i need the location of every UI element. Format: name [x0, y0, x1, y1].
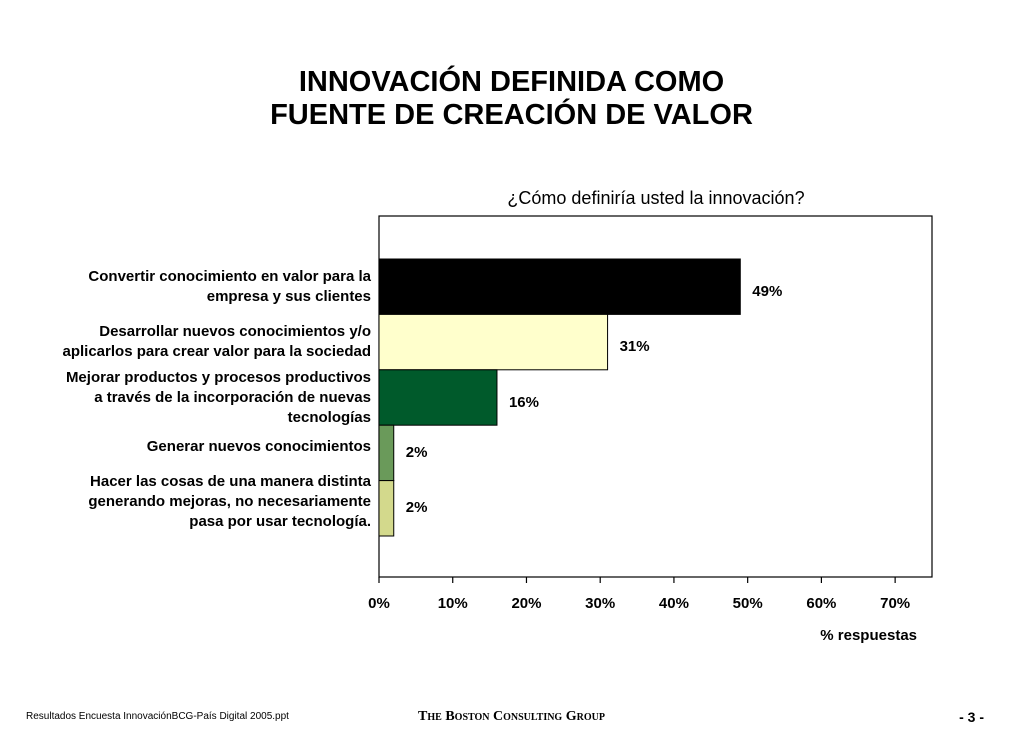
x-tick-label: 60%: [806, 595, 837, 612]
x-tick-label: 20%: [511, 595, 542, 612]
value-label: 16%: [508, 393, 539, 411]
category-label: Desarrollar nuevos conocimientos y/o apl…: [62, 323, 372, 361]
chart-subtitle: ¿Cómo definiría usted la innovación?: [507, 188, 805, 208]
chart-title: INNOVACIÓN DEFINIDA COMO FUENTE DE CREAC…: [270, 66, 753, 131]
value-label: 2%: [405, 443, 428, 461]
category-label: Hacer las cosas de una manera distinta g…: [88, 473, 371, 531]
value-label: 31%: [619, 338, 650, 356]
x-tick-label: 50%: [732, 595, 763, 612]
footer-file: Resultados Encuesta InnovaciónBCG-País D…: [26, 711, 289, 722]
bar: [378, 424, 395, 482]
category-label: Generar nuevos conocimientos: [146, 437, 371, 455]
x-tick-label: 30%: [585, 595, 616, 612]
x-tick-label: 70%: [880, 595, 911, 612]
page-number: - 3 -: [959, 709, 984, 725]
bar: [378, 480, 395, 537]
x-tick-label: 40%: [658, 595, 689, 612]
category-label: Convertir conocimiento en valor para la …: [88, 267, 371, 305]
bar: [378, 258, 741, 315]
x-tick-label: 10%: [437, 595, 468, 612]
value-label: 49%: [752, 282, 783, 300]
bar: [378, 369, 498, 426]
footer-company: The Boston Consulting Group: [418, 709, 605, 724]
x-tick-label: 0%: [368, 595, 390, 612]
value-label: 2%: [405, 499, 428, 517]
category-label: Mejorar productos y procesos productivos…: [65, 368, 371, 426]
x-axis-label: % respuestas: [820, 627, 917, 644]
bar: [378, 313, 609, 371]
